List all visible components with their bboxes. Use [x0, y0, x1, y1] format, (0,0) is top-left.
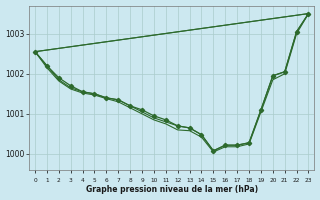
X-axis label: Graphe pression niveau de la mer (hPa): Graphe pression niveau de la mer (hPa)	[86, 185, 258, 194]
